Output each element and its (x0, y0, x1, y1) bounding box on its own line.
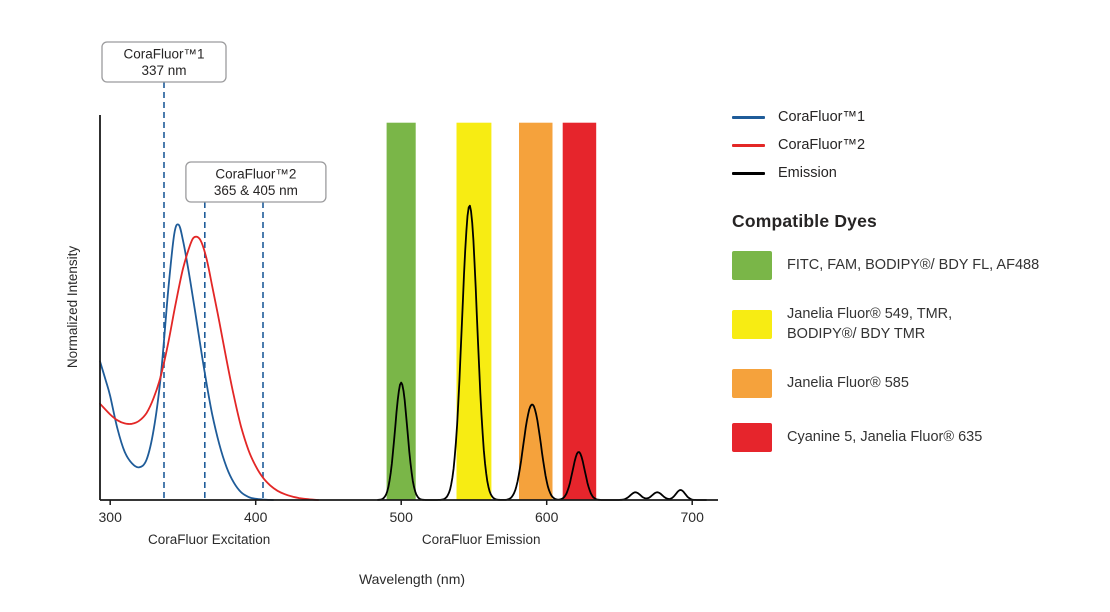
dye-row-yellow: Janelia Fluor® 549, TMR, BODIPY®/ BDY TM… (732, 305, 1104, 344)
corafluor2-excitation-curve (99, 235, 320, 501)
red-dye-swatch (732, 423, 772, 453)
annotation-title: CoraFluor™1 (124, 47, 205, 62)
legend-line-swatch (732, 143, 765, 147)
corafluor1-excitation-curve (99, 223, 274, 501)
x-tick-label: 600 (535, 509, 559, 525)
dye-label: FITC, FAM, BODIPY®/ BDY FL, AF488 (787, 256, 1040, 273)
axis-section-label: CoraFluor Excitation (148, 532, 270, 547)
legend-label: Emission (778, 165, 837, 181)
side-panel: CoraFluor™1 CoraFluor™2 Emission Compati… (732, 103, 1104, 477)
orange-dye-swatch (732, 369, 772, 399)
dye-row-red: Cyanine 5, Janelia Fluor® 635 (732, 423, 1104, 453)
x-tick-label: 300 (99, 509, 123, 525)
annotation-title: CoraFluor™2 (215, 167, 296, 182)
yellow-dye-swatch (732, 310, 772, 340)
axis-section-label: CoraFluor Emission (422, 532, 541, 547)
emission-band-green (386, 122, 416, 500)
x-tick-label: 500 (390, 509, 414, 525)
x-tick-label: 700 (681, 509, 705, 525)
legend-line-swatch (732, 115, 765, 119)
dye-row-orange: Janelia Fluor® 585 (732, 369, 1104, 399)
dye-label: Janelia Fluor® 585 (787, 374, 909, 391)
dye-label: Cyanine 5, Janelia Fluor® 635 (787, 428, 983, 445)
annotation-value: 337 nm (142, 63, 187, 78)
legend-label: CoraFluor™1 (778, 109, 866, 125)
annotation-box-1 (101, 41, 227, 83)
legend-item-corafluor2: CoraFluor™2 (732, 131, 1104, 159)
y-axis-title: Normalized Intensity (65, 246, 80, 369)
legend-item-corafluor1: CoraFluor™1 (732, 103, 1104, 131)
dye-label: Janelia Fluor® 549, TMR, BODIPY®/ BDY TM… (787, 306, 953, 342)
annotation-value: 365 & 405 nm (214, 183, 298, 198)
chart-legend: CoraFluor™1 CoraFluor™2 Emission (732, 103, 1104, 187)
dye-row-green: FITC, FAM, BODIPY®/ BDY FL, AF488 (732, 251, 1104, 280)
legend-label: CoraFluor™2 (778, 137, 866, 153)
x-axis-title: Wavelength (nm) (359, 571, 465, 587)
legend-line-swatch (732, 171, 765, 175)
legend-item-emission: Emission (732, 159, 1104, 187)
emission-band-red (562, 122, 597, 500)
green-dye-swatch (732, 251, 772, 280)
spectra-chart: 300 400 500 600 700 CoraFluor Excitation CoraF… (65, 41, 718, 587)
annotation-box-2 (185, 161, 327, 203)
compatible-dyes-heading: Compatible Dyes (732, 211, 877, 231)
x-tick-label: 400 (244, 509, 268, 525)
